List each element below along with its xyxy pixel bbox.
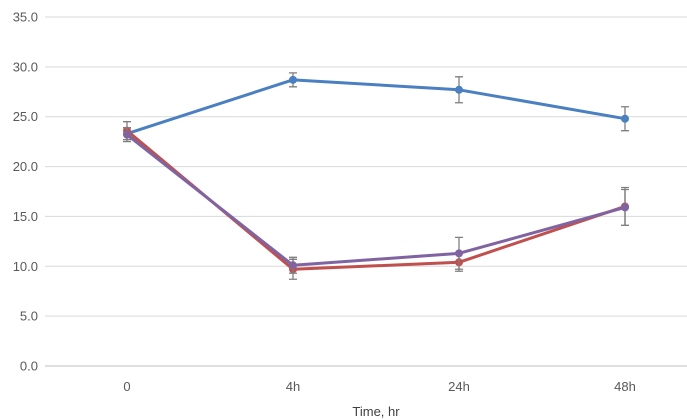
series-line: [125, 133, 627, 267]
y-tick-label: 15.0: [13, 209, 38, 224]
series-2: [123, 121, 629, 280]
x-axis-tick-labels: 0 4h 24h 48h: [123, 379, 635, 394]
data-point: [289, 261, 297, 270]
y-tick-label: 10.0: [13, 259, 38, 274]
y-tick-label: 0.0: [20, 359, 38, 374]
series-line: [125, 78, 627, 136]
y-tick-label: 30.0: [13, 59, 38, 74]
series-1: [123, 72, 629, 141]
gridlines: [45, 16, 687, 367]
data-point: [455, 249, 463, 258]
x-tick-label: 4h: [286, 379, 300, 394]
series-3: [123, 127, 629, 274]
data-point: [455, 85, 463, 94]
series-line: [125, 129, 627, 271]
data-point: [289, 75, 297, 84]
x-axis-title: Time, hr: [352, 404, 400, 419]
data-point: [621, 114, 629, 123]
y-tick-label: 35.0: [13, 10, 38, 25]
y-tick-label: 25.0: [13, 109, 38, 124]
data-point: [621, 203, 629, 212]
x-tick-label: 48h: [614, 379, 636, 394]
y-tick-label: 5.0: [20, 309, 38, 324]
data-point: [123, 130, 131, 139]
y-axis-tick-labels: 0.0 5.0 10.0 15.0 20.0 25.0 30.0 35.0: [13, 10, 38, 374]
data-series: [123, 72, 629, 280]
y-tick-label: 20.0: [13, 159, 38, 174]
x-tick-label: 0: [123, 379, 130, 394]
x-tick-label: 24h: [448, 379, 470, 394]
